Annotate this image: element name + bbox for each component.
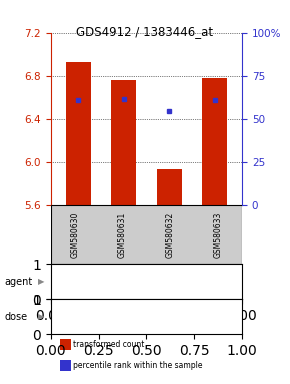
Bar bbox=[51, 299, 99, 334]
Bar bbox=[99, 299, 146, 334]
Bar bbox=[146, 205, 194, 264]
Text: 1 uM: 1 uM bbox=[160, 312, 181, 321]
Text: DMSO: DMSO bbox=[205, 277, 231, 286]
Text: GSM580630: GSM580630 bbox=[70, 211, 79, 258]
Bar bbox=[146, 264, 194, 299]
Text: 5 uM: 5 uM bbox=[64, 312, 85, 321]
Text: agent: agent bbox=[4, 276, 32, 286]
Text: retinoic
acid: retinoic acid bbox=[155, 272, 186, 291]
Bar bbox=[157, 169, 182, 205]
Bar bbox=[99, 205, 146, 264]
Bar bbox=[51, 264, 146, 299]
Bar bbox=[111, 80, 136, 205]
Bar bbox=[194, 264, 242, 299]
Text: dose: dose bbox=[4, 311, 28, 321]
Bar bbox=[66, 62, 90, 205]
Bar bbox=[60, 360, 71, 371]
Text: GSM580631: GSM580631 bbox=[118, 211, 127, 258]
Text: GDS4912 / 1383446_at: GDS4912 / 1383446_at bbox=[77, 25, 213, 38]
Bar bbox=[202, 78, 227, 205]
Bar bbox=[194, 299, 242, 334]
Text: ▶: ▶ bbox=[38, 312, 44, 321]
Text: KHS101: KHS101 bbox=[82, 277, 115, 286]
Text: GSM580632: GSM580632 bbox=[166, 211, 175, 258]
Bar bbox=[60, 339, 71, 350]
Text: ▶: ▶ bbox=[38, 277, 44, 286]
Text: 1.7 uM: 1.7 uM bbox=[108, 312, 137, 321]
Text: transformed count: transformed count bbox=[73, 340, 144, 349]
Text: GSM580633: GSM580633 bbox=[214, 211, 223, 258]
Bar bbox=[194, 205, 242, 264]
Bar bbox=[51, 205, 99, 264]
Text: percentile rank within the sample: percentile rank within the sample bbox=[73, 361, 202, 370]
Text: 0.1 %: 0.1 % bbox=[206, 312, 230, 321]
Bar bbox=[146, 299, 194, 334]
